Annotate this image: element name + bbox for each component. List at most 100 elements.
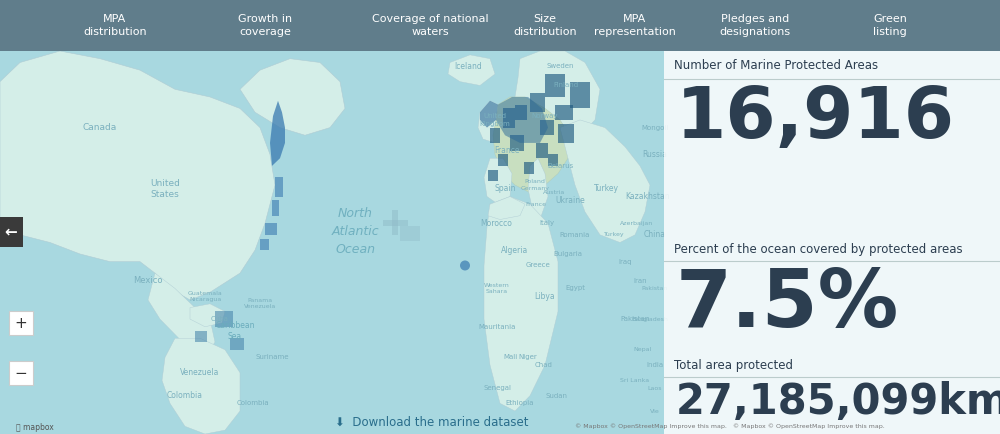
Text: Mongoli: Mongoli (641, 125, 669, 131)
Text: Nepal: Nepal (634, 347, 652, 352)
Text: MPA
distribution: MPA distribution (83, 14, 147, 37)
Polygon shape (148, 273, 215, 358)
Text: ←: ← (5, 225, 17, 240)
Text: Belarus: Belarus (547, 163, 573, 169)
Polygon shape (240, 59, 345, 135)
Bar (392, 210, 398, 235)
Text: MPA
representation: MPA representation (594, 14, 676, 37)
Bar (664, 51, 1000, 434)
Bar (530, 93, 545, 112)
Text: Norway: Norway (532, 113, 558, 119)
Text: Morocco: Morocco (480, 219, 512, 228)
Text: Mauritania: Mauritania (478, 324, 516, 330)
Text: Cuba: Cuba (211, 316, 229, 322)
Bar (383, 220, 408, 227)
Text: Azerbaijan: Azerbaijan (620, 221, 654, 226)
Text: Pledges and
designations: Pledges and designations (719, 14, 791, 37)
Bar (195, 331, 207, 342)
Text: Suriname: Suriname (255, 355, 289, 360)
Bar (536, 143, 548, 158)
Bar (524, 162, 534, 174)
Text: Ethiopia: Ethiopia (506, 400, 534, 406)
Bar (260, 239, 269, 250)
Bar (545, 74, 565, 97)
Bar (490, 128, 500, 143)
Polygon shape (484, 158, 512, 204)
Text: Percent of the ocean covered by protected areas: Percent of the ocean covered by protecte… (674, 243, 963, 256)
Bar (548, 155, 558, 166)
Text: Libya: Libya (535, 292, 555, 301)
Text: Bangladesh: Bangladesh (632, 316, 668, 322)
FancyBboxPatch shape (9, 361, 33, 385)
Text: Pakistan: Pakistan (642, 286, 668, 291)
Bar (215, 312, 233, 327)
Bar (540, 120, 554, 135)
Polygon shape (496, 97, 548, 143)
Text: Green
listing: Green listing (873, 14, 907, 37)
Text: Guatemala
Nicaragua: Guatemala Nicaragua (188, 290, 222, 302)
Bar (0, 0, 1000, 51)
Text: India: India (646, 362, 664, 368)
Text: Ⓜ mapbox: Ⓜ mapbox (16, 423, 54, 431)
Text: 16,916: 16,916 (676, 84, 955, 153)
Text: France: France (526, 202, 546, 207)
Text: Iceland: Iceland (454, 62, 482, 71)
Text: Size
distribution: Size distribution (513, 14, 577, 37)
Text: Total area protected: Total area protected (674, 359, 793, 372)
Text: Niger: Niger (519, 355, 537, 360)
Text: Algeria: Algeria (501, 246, 529, 255)
Text: Italy: Italy (539, 220, 555, 227)
Text: Bulgaria: Bulgaria (554, 251, 582, 257)
Text: Vie: Vie (650, 408, 660, 414)
Text: Chad: Chad (535, 362, 553, 368)
Polygon shape (560, 120, 650, 243)
FancyBboxPatch shape (0, 217, 23, 247)
Bar (503, 108, 515, 128)
Polygon shape (484, 197, 558, 411)
Text: Poland
Germany: Poland Germany (520, 179, 550, 191)
Text: United
States: United States (150, 179, 180, 199)
Bar (400, 227, 420, 241)
Polygon shape (448, 55, 495, 85)
Text: Panama
Venezuela: Panama Venezuela (244, 298, 276, 309)
Text: China: China (644, 230, 666, 239)
Text: Austria: Austria (543, 190, 565, 195)
Text: Romania: Romania (560, 232, 590, 238)
Text: Coverage of national
waters: Coverage of national waters (372, 14, 488, 37)
Text: Turkey: Turkey (604, 232, 624, 237)
Polygon shape (488, 197, 525, 220)
Polygon shape (528, 158, 548, 220)
Bar (510, 135, 524, 151)
Text: Mexico: Mexico (133, 276, 163, 285)
Text: 7.5%: 7.5% (676, 266, 899, 343)
Polygon shape (0, 51, 275, 300)
Text: Sweden: Sweden (546, 63, 574, 69)
Bar (555, 105, 573, 120)
Text: Greece: Greece (526, 263, 550, 269)
Polygon shape (515, 51, 600, 147)
Text: North
Atlantic
Ocean: North Atlantic Ocean (331, 207, 379, 256)
Polygon shape (270, 101, 285, 166)
Bar (272, 201, 279, 216)
Text: −: − (15, 366, 27, 381)
Text: Sudan: Sudan (545, 393, 567, 399)
Text: 27,185,099km²: 27,185,099km² (676, 381, 1000, 423)
Text: Colombia: Colombia (237, 400, 269, 406)
Text: Venezuela: Venezuela (180, 368, 220, 377)
Text: Western
Sahara: Western Sahara (484, 283, 510, 294)
Text: France: France (494, 146, 520, 155)
Bar (230, 338, 244, 350)
Text: +: + (15, 316, 27, 331)
Bar (488, 170, 498, 181)
Text: Sri Lanka: Sri Lanka (620, 378, 650, 383)
Text: Growth in
coverage: Growth in coverage (238, 14, 292, 37)
Text: Laos: Laos (648, 385, 662, 391)
Text: Ukraine: Ukraine (555, 196, 585, 205)
Text: Senegal: Senegal (484, 385, 512, 391)
Text: United
Kingdom: United Kingdom (480, 113, 510, 127)
Text: Spain: Spain (494, 184, 516, 194)
Polygon shape (162, 338, 240, 434)
Text: Iran: Iran (633, 278, 647, 284)
Bar (275, 178, 283, 197)
Bar (265, 224, 277, 235)
